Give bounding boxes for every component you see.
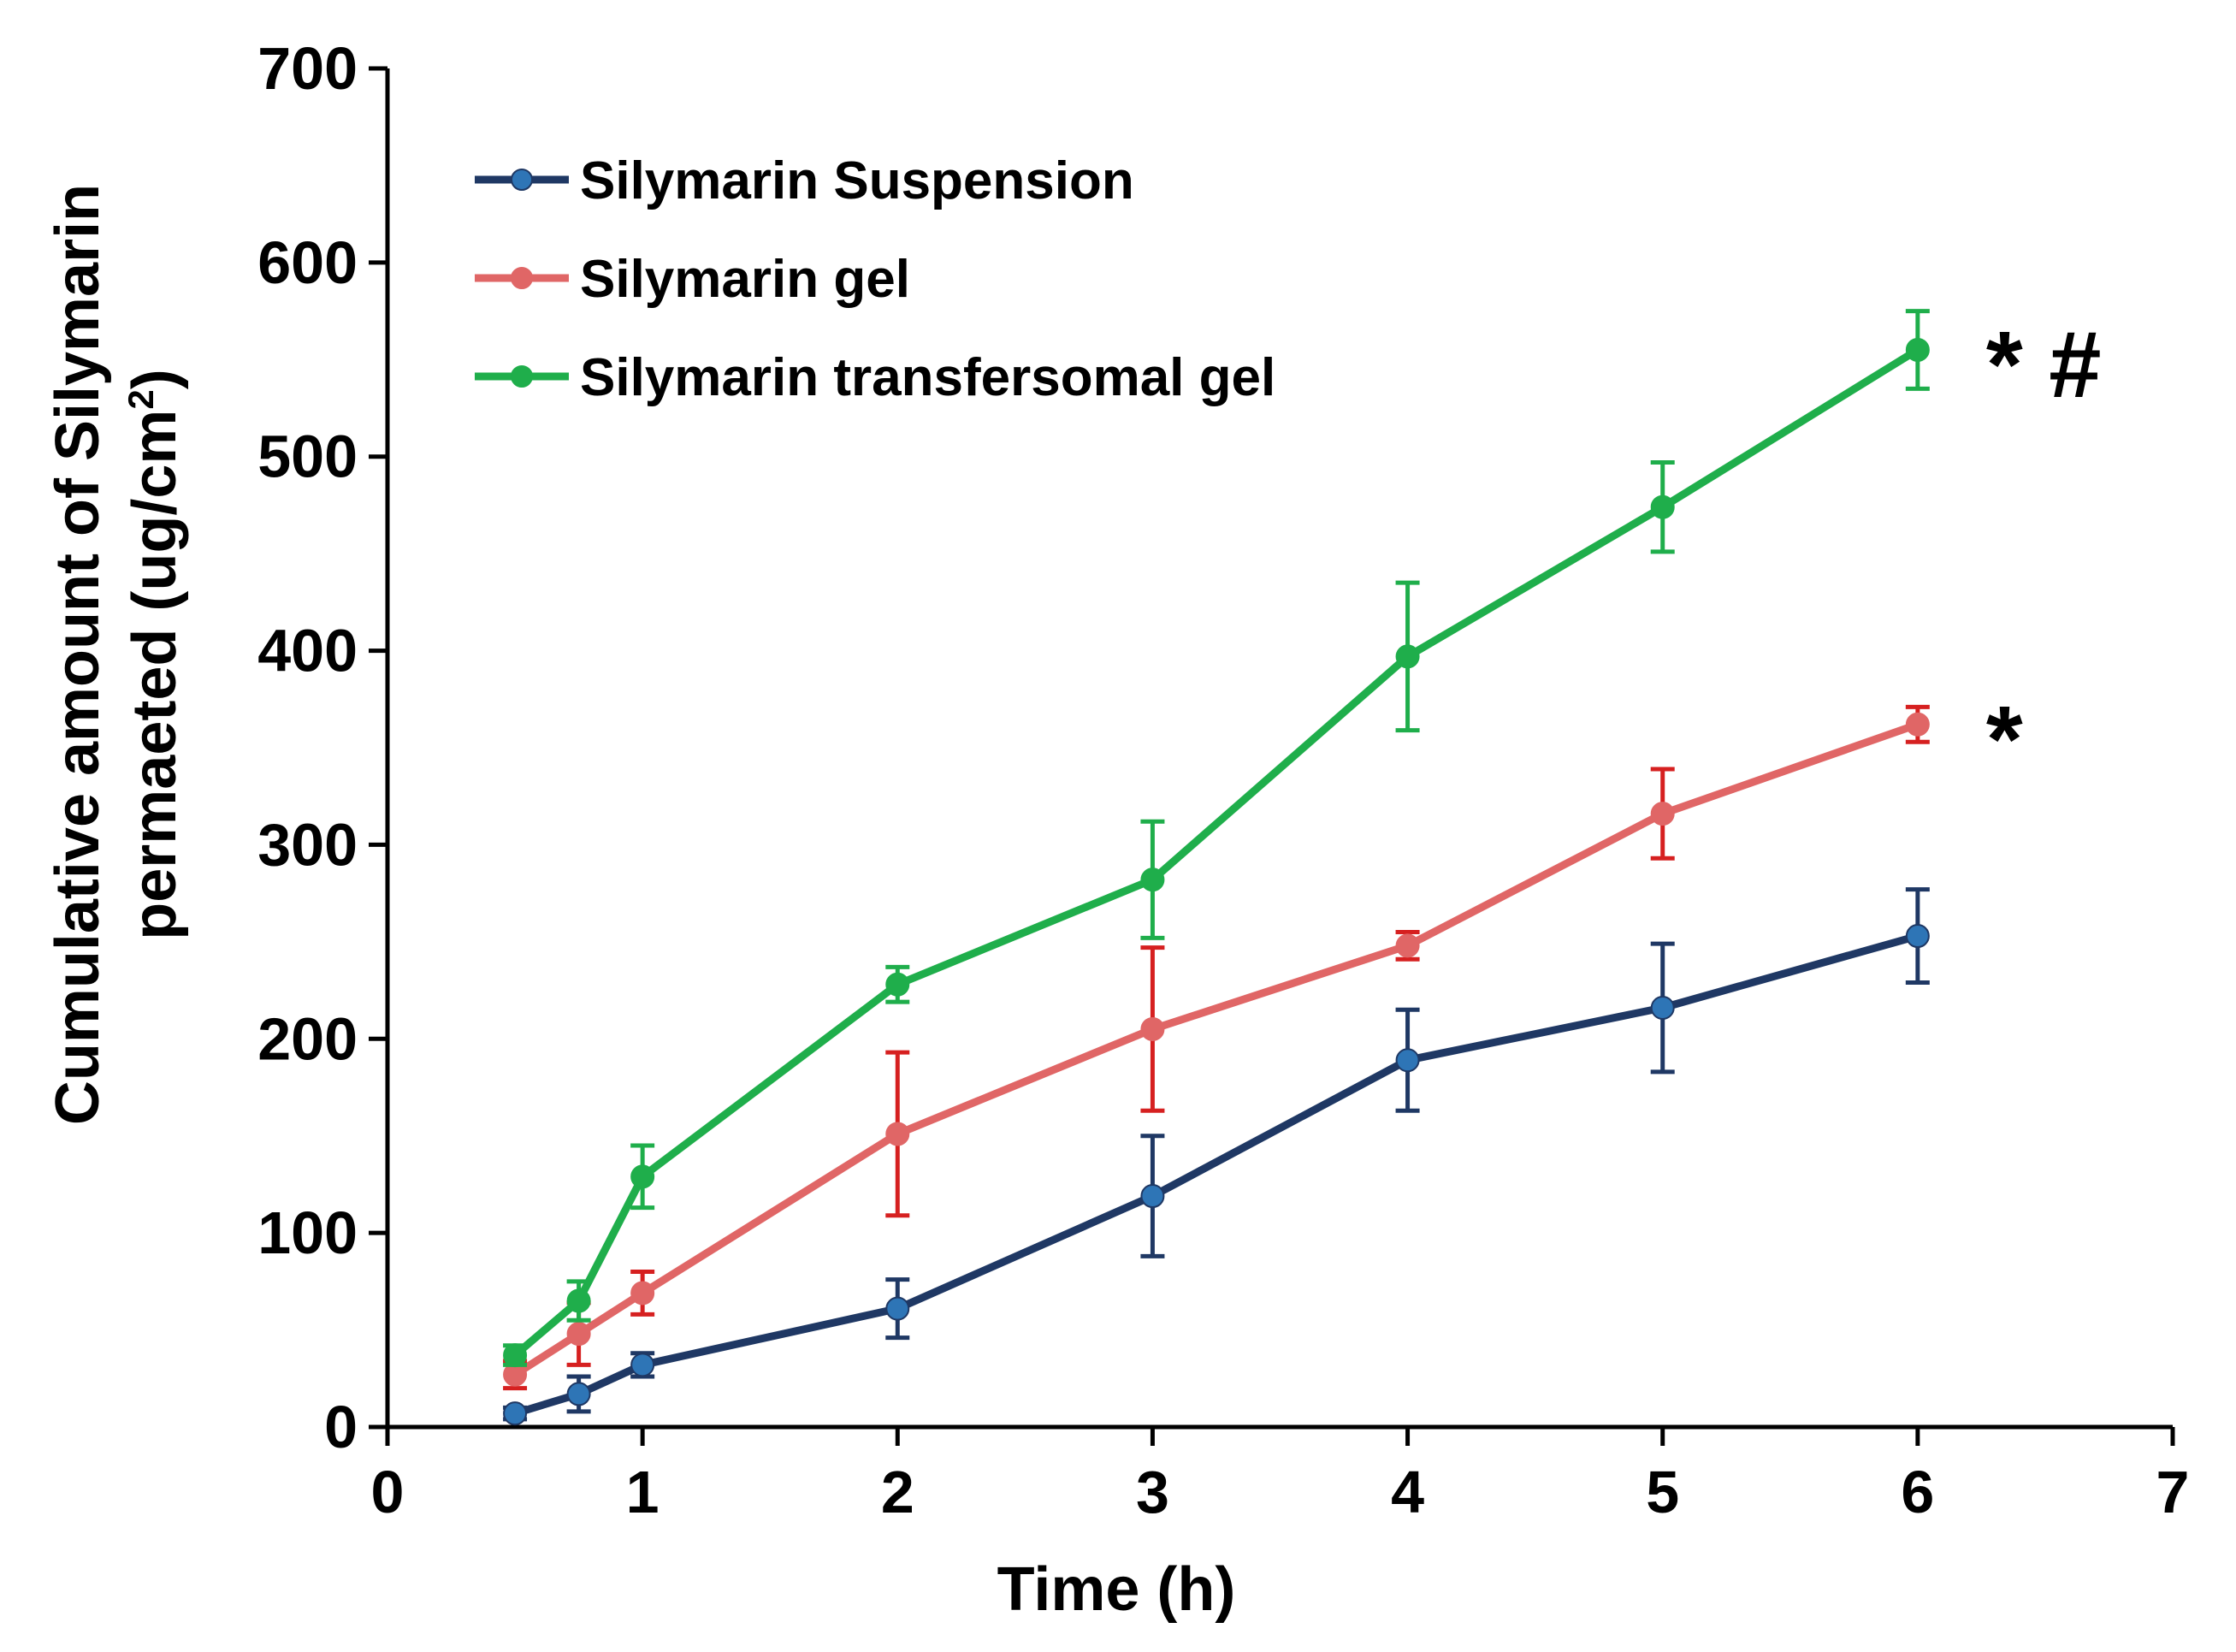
legend-label: Silymarin gel bbox=[580, 250, 910, 309]
data-point bbox=[630, 1281, 655, 1306]
x-tick-label: 1 bbox=[626, 1459, 660, 1525]
y-tick-label: 0 bbox=[324, 1394, 358, 1460]
data-point bbox=[1140, 1016, 1165, 1041]
legend: Silymarin Suspension Silymarin gel Silymar… bbox=[475, 151, 1275, 407]
data-point bbox=[1905, 712, 1930, 737]
data-point bbox=[1650, 802, 1675, 826]
x-tick-label: 0 bbox=[371, 1459, 405, 1525]
series-1 bbox=[503, 887, 1930, 1426]
y-tick-label: 200 bbox=[257, 1005, 358, 1072]
legend-swatch-marker bbox=[511, 365, 533, 388]
legend-item-1: Silymarin Suspension bbox=[475, 151, 1134, 210]
data-point bbox=[1140, 867, 1165, 892]
y-axis-title-end: ) bbox=[121, 369, 189, 389]
axes: 0 100 200 300 400 500 600 700 0 1 2 3 4 5 6 7 bbox=[257, 35, 2189, 1525]
y-tick-label: 700 bbox=[257, 35, 358, 102]
data-point bbox=[1395, 644, 1420, 669]
data-point bbox=[885, 1296, 910, 1321]
data-point bbox=[1905, 924, 1930, 949]
data-point bbox=[566, 1288, 591, 1313]
x-axis-title: Time (h) bbox=[997, 1555, 1236, 1624]
significance-annotation: * # bbox=[1986, 312, 2102, 417]
data-point bbox=[503, 1343, 528, 1368]
series-3 bbox=[503, 309, 1930, 1368]
significance-annotation: * bbox=[1986, 687, 2023, 792]
x-tick-label: 3 bbox=[1136, 1459, 1169, 1525]
y-tick-label: 300 bbox=[257, 811, 358, 878]
data-point bbox=[885, 972, 910, 997]
legend-label: Silymarin transfersomal gel bbox=[580, 348, 1275, 407]
x-tick-label: 5 bbox=[1646, 1459, 1679, 1525]
series-layer bbox=[503, 309, 1930, 1426]
data-point bbox=[1140, 1184, 1165, 1209]
y-axis-title-line2: permaeted (ug/cm2) bbox=[121, 369, 189, 940]
series-line bbox=[512, 346, 1920, 1359]
data-point bbox=[566, 1322, 591, 1347]
data-point bbox=[566, 1382, 591, 1406]
data-point bbox=[1395, 933, 1420, 958]
y-axis-title-sup: 2 bbox=[121, 389, 161, 409]
legend-item-3: Silymarin transfersomal gel bbox=[475, 348, 1275, 407]
x-tick-label: 4 bbox=[1391, 1459, 1424, 1525]
data-point bbox=[630, 1164, 655, 1189]
y-axis-title: Cumulative amount of Silymarin permaeted… bbox=[44, 184, 189, 1125]
data-point bbox=[503, 1401, 528, 1426]
series-line bbox=[512, 720, 1920, 1378]
y-tick-label: 500 bbox=[257, 423, 358, 490]
annotations: * * # bbox=[1986, 312, 2102, 792]
data-point bbox=[1395, 1048, 1420, 1073]
x-tick-label: 6 bbox=[1901, 1459, 1934, 1525]
data-point bbox=[885, 1122, 910, 1146]
x-tick-label: 7 bbox=[2156, 1459, 2190, 1525]
y-tick-label: 400 bbox=[257, 618, 358, 684]
y-axis-title-line1: Cumulative amount of Silymarin bbox=[44, 184, 112, 1125]
series-2 bbox=[503, 704, 1930, 1391]
y-tick-label: 600 bbox=[257, 229, 358, 296]
legend-swatch-marker bbox=[511, 267, 533, 289]
y-axis-title-line2-main: permaeted (ug/cm bbox=[121, 410, 189, 940]
y-tick-label: 100 bbox=[257, 1199, 358, 1266]
legend-label: Silymarin Suspension bbox=[580, 151, 1134, 210]
legend-swatch-marker bbox=[511, 169, 533, 191]
data-point bbox=[1650, 995, 1675, 1020]
legend-item-2: Silymarin gel bbox=[475, 250, 910, 309]
data-point bbox=[1905, 337, 1930, 362]
data-point bbox=[1650, 494, 1675, 519]
x-tick-label: 2 bbox=[881, 1459, 914, 1525]
data-point bbox=[630, 1353, 655, 1377]
